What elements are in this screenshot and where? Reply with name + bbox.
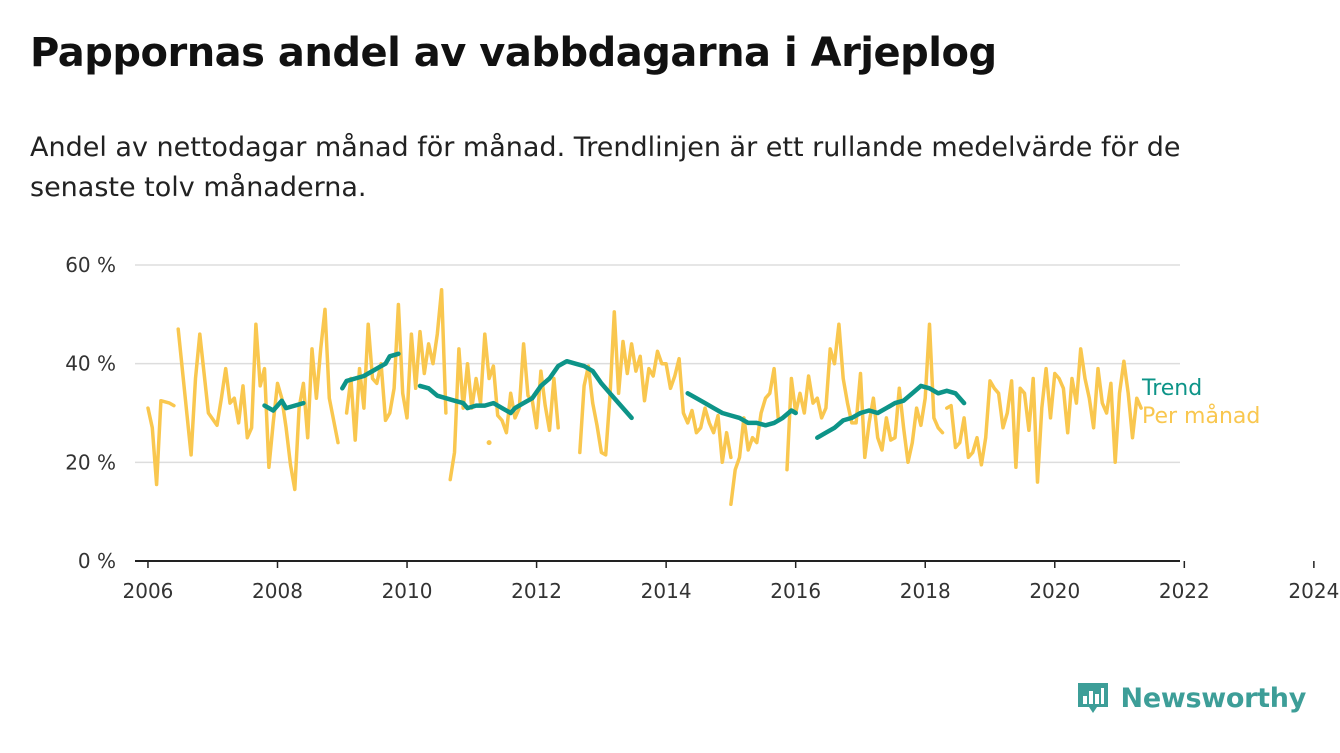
x-tick-label: 2006: [123, 579, 174, 603]
brand-name: Newsworthy: [1120, 682, 1307, 714]
x-tick-label: 2010: [382, 579, 433, 603]
x-tick-label: 2024: [1288, 579, 1339, 603]
monthly-line: [344, 287, 448, 442]
trend-line: [815, 383, 967, 440]
y-tick-label: 40 %: [65, 352, 116, 376]
chart-subtitle: Andel av nettodagar månad för månad. Tre…: [30, 132, 1181, 203]
monthly-line: [945, 347, 1143, 484]
monthly-line: [146, 398, 176, 487]
monthly-line: [729, 366, 781, 507]
monthly-line: [785, 322, 945, 472]
y-tick-label: 20 %: [65, 450, 116, 474]
y-tick-label: 0 %: [78, 549, 116, 573]
trend-line: [262, 398, 306, 413]
newsworthy-logo-icon: [1077, 683, 1108, 713]
x-tick-label: 2014: [641, 579, 692, 603]
x-tick-label: 2022: [1159, 579, 1210, 603]
monthly-line: [578, 310, 733, 465]
legend-trend-label: Trend: [1141, 376, 1202, 401]
x-tick-label: 2008: [252, 579, 303, 603]
trend-line: [340, 351, 401, 391]
brand-logo[interactable]: Newsworthy: [1075, 680, 1306, 716]
chart-title: Pappornas andel av vabbdagarna i Arjeplo…: [30, 30, 997, 76]
x-tick-label: 2016: [770, 579, 821, 603]
x-tick-label: 2018: [900, 579, 951, 603]
y-axis-ticks: 0 % 20 % 40 % 60 %: [65, 253, 116, 573]
trend-line: [417, 358, 634, 421]
y-tick-label: 60 %: [65, 253, 116, 277]
series-lines: [146, 287, 1143, 507]
monthly-line: [448, 332, 560, 482]
gridlines: [135, 264, 1180, 562]
trend-line: [685, 391, 798, 428]
legend-monthly-label: Per månad: [1142, 403, 1260, 429]
monthly-line: [176, 307, 340, 492]
x-axis-ticks: 2006 2008 2010 2012 2014 2016 2018 2020 2022 2024: [123, 561, 1339, 603]
monthly-point: [486, 440, 492, 446]
x-tick-label: 2012: [511, 579, 562, 603]
x-tick-label: 2020: [1029, 579, 1080, 603]
